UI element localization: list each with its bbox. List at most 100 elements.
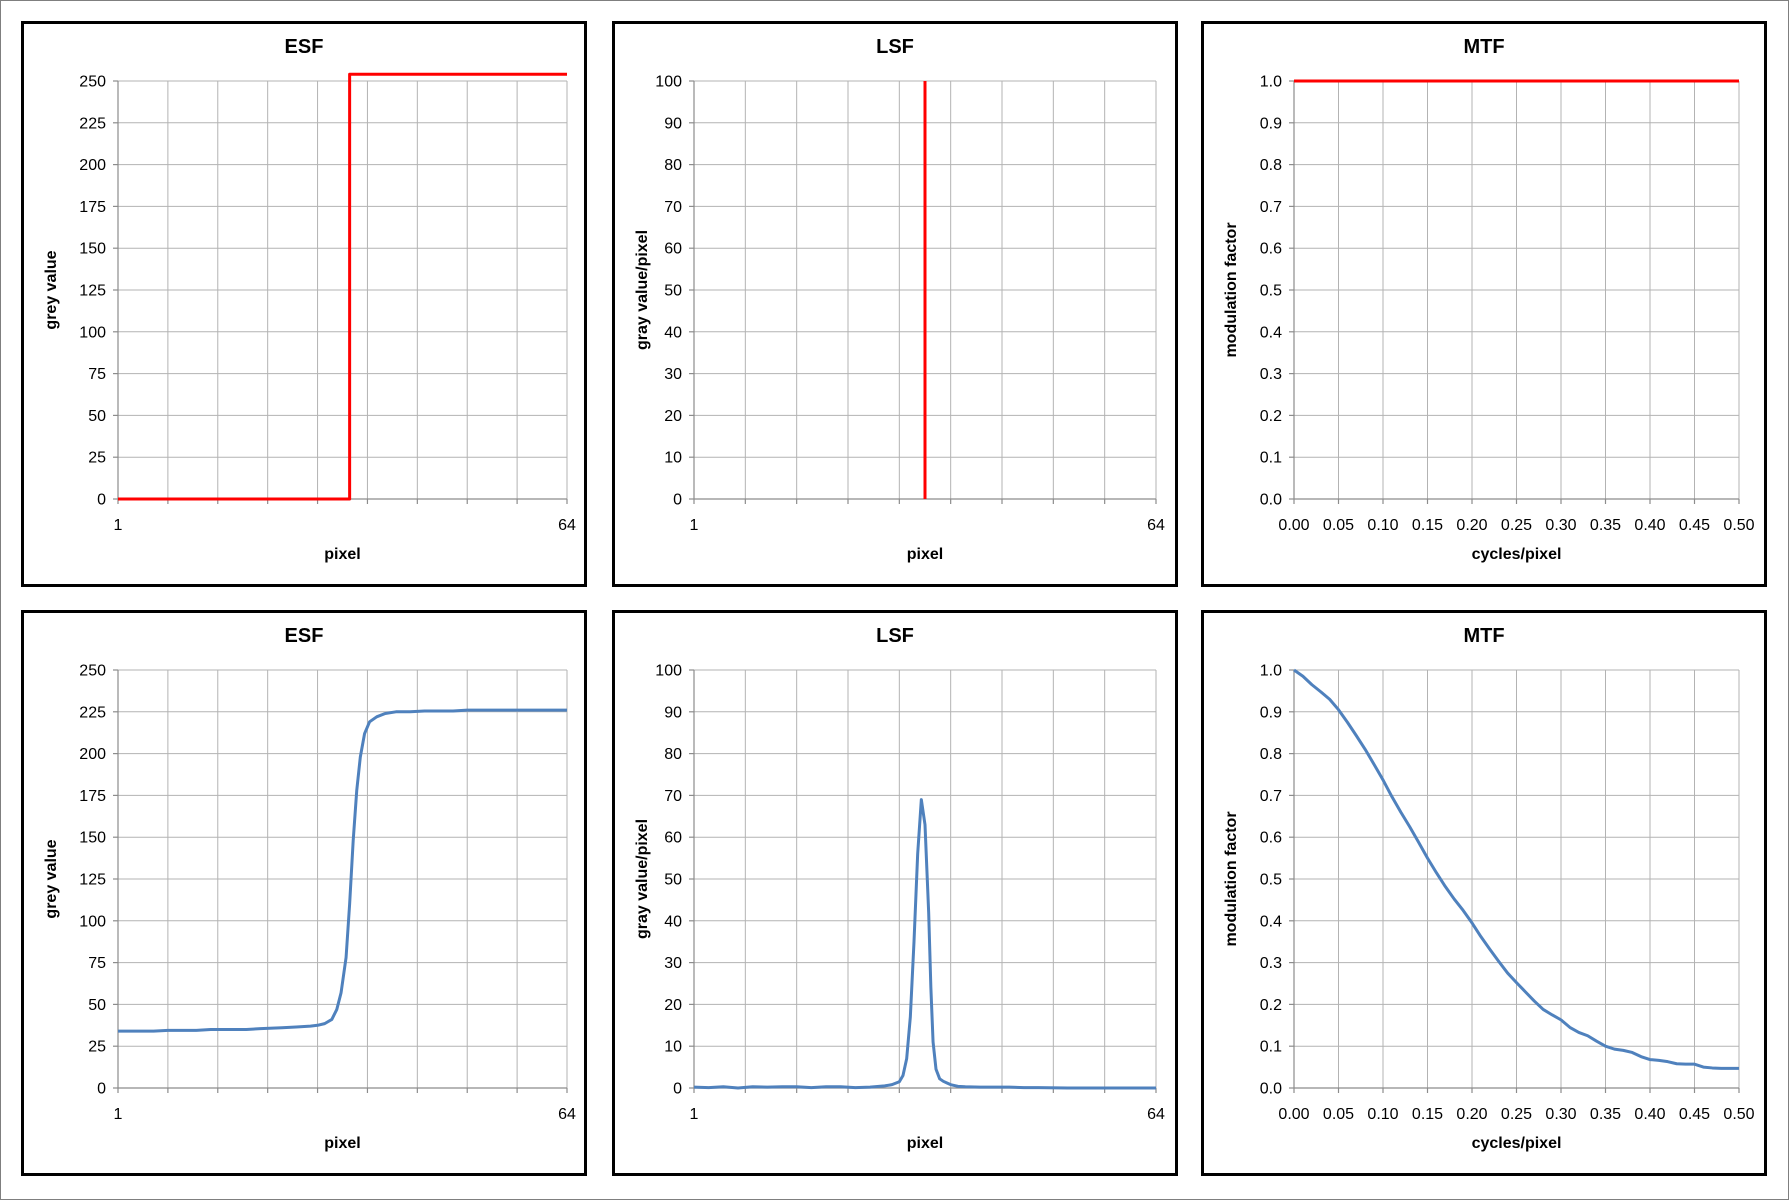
- y-tick-label: 40: [664, 324, 682, 341]
- y-tick-label: 0: [97, 492, 106, 509]
- y-tick-label: 125: [79, 283, 106, 300]
- y-tick-label: 0.7: [1260, 788, 1282, 805]
- y-tick-label: 30: [664, 366, 682, 383]
- y-tick-label: 225: [79, 704, 106, 721]
- x-tick-label: 0.50: [1723, 517, 1754, 534]
- y-tick-label: 25: [88, 450, 106, 467]
- chart-title: LSF: [876, 625, 914, 647]
- y-tick-label: 50: [664, 872, 682, 889]
- x-tick-label: 64: [1147, 517, 1165, 534]
- chart-panel-6: 0.0 0.1 0.2 0.3 0.4 0.5 0.6 0.7 0.8 0.9 1.0 0.00 0.0…: [1201, 610, 1767, 1176]
- y-tick-label: 40: [664, 913, 682, 930]
- x-tick-label: 1: [114, 1106, 123, 1123]
- y-tick-label: 250: [79, 74, 106, 91]
- y-tick-label: 0: [97, 1081, 106, 1098]
- y-tick-label: 50: [88, 997, 106, 1014]
- panel-border: [1201, 610, 1767, 1176]
- x-tick-label: 0.15: [1412, 1106, 1443, 1123]
- y-tick-label: 0.8: [1260, 157, 1282, 174]
- y-tick-label: 0.7: [1260, 199, 1282, 216]
- x-tick-label: 0.40: [1634, 517, 1665, 534]
- x-tick-label: 1: [690, 1106, 699, 1123]
- x-tick-label: 0.25: [1501, 1106, 1532, 1123]
- y-tick-label: 25: [88, 1039, 106, 1056]
- y-axis-label: modulation factor: [1223, 811, 1240, 946]
- x-tick-label: 1: [690, 517, 699, 534]
- x-tick-label: 64: [1147, 1106, 1165, 1123]
- y-tick-label: 200: [79, 746, 106, 763]
- y-tick-label: 80: [664, 157, 682, 174]
- y-tick-label: 60: [664, 241, 682, 258]
- x-tick-label: 1: [114, 517, 123, 534]
- x-axis-label: cycles/pixel: [1472, 546, 1562, 563]
- x-tick-label: 0.50: [1723, 1106, 1754, 1123]
- chart-panel-3: 0.0 0.1 0.2 0.3 0.4 0.5 0.6 0.7 0.8 0.9 1.0 0.00 0.0…: [1201, 21, 1767, 587]
- y-tick-label: 50: [88, 408, 106, 425]
- x-tick-label: 0.15: [1412, 517, 1443, 534]
- y-tick-label: 0.9: [1260, 704, 1282, 721]
- y-tick-label: 0.2: [1260, 997, 1282, 1014]
- y-tick-label: 0.0: [1260, 492, 1282, 509]
- x-tick-label: 64: [558, 1106, 576, 1123]
- y-tick-label: 50: [664, 283, 682, 300]
- y-tick-label: 80: [664, 746, 682, 763]
- y-tick-label: 100: [79, 913, 106, 930]
- y-tick-label: 0.4: [1260, 913, 1282, 930]
- y-tick-label: 75: [88, 366, 106, 383]
- x-tick-label: 0.05: [1323, 1106, 1354, 1123]
- y-tick-label: 70: [664, 199, 682, 216]
- y-tick-label: 0.6: [1260, 241, 1282, 258]
- y-tick-label: 0.0: [1260, 1081, 1282, 1098]
- y-tick-label: 125: [79, 872, 106, 889]
- y-tick-label: 0.8: [1260, 746, 1282, 763]
- x-tick-label: 0.45: [1679, 1106, 1710, 1123]
- y-axis-label: gray value/pixel: [634, 819, 651, 939]
- y-tick-label: 90: [664, 704, 682, 721]
- y-tick-label: 0.5: [1260, 872, 1282, 889]
- panel-border: [21, 610, 587, 1176]
- x-tick-label: 0.10: [1367, 517, 1398, 534]
- chart-title: MTF: [1463, 625, 1504, 647]
- x-tick-label: 0.35: [1590, 517, 1621, 534]
- series-line: [693, 798, 1156, 1090]
- y-tick-label: 0.1: [1260, 1039, 1282, 1056]
- y-tick-label: 0: [673, 492, 682, 509]
- y-tick-label: 200: [79, 157, 106, 174]
- x-axis-label: pixel: [907, 546, 943, 563]
- x-tick-label: 0.20: [1456, 517, 1487, 534]
- y-tick-label: 250: [79, 663, 106, 680]
- y-tick-label: 0: [673, 1081, 682, 1098]
- chart-panel-4: 0 25 50 75 100 125 150 175 200 225 250 1 64 ESF pixel g…: [21, 610, 587, 1176]
- y-tick-label: 10: [664, 1039, 682, 1056]
- y-axis-label: gray value/pixel: [634, 230, 651, 350]
- x-tick-label: 0.40: [1634, 1106, 1665, 1123]
- chart-title: MTF: [1463, 36, 1504, 58]
- y-tick-label: 0.9: [1260, 115, 1282, 132]
- x-tick-label: 0.10: [1367, 1106, 1398, 1123]
- y-axis-label: grey value: [43, 839, 60, 918]
- y-tick-label: 150: [79, 830, 106, 847]
- x-tick-label: 0.35: [1590, 1106, 1621, 1123]
- y-axis-label: modulation factor: [1223, 222, 1240, 357]
- y-tick-label: 10: [664, 450, 682, 467]
- y-tick-label: 60: [664, 830, 682, 847]
- x-axis-label: pixel: [324, 1135, 360, 1152]
- chart-title: ESF: [285, 625, 324, 647]
- panel-border: [612, 21, 1178, 587]
- y-tick-label: 0.1: [1260, 450, 1282, 467]
- y-tick-label: 100: [79, 324, 106, 341]
- series-line: [118, 708, 567, 1033]
- y-axis-label: grey value: [43, 250, 60, 329]
- y-tick-label: 0.4: [1260, 324, 1282, 341]
- y-tick-label: 1.0: [1260, 74, 1282, 91]
- y-tick-label: 75: [88, 955, 106, 972]
- series-line: [118, 72, 567, 501]
- x-axis-label: pixel: [907, 1135, 943, 1152]
- chart-title: LSF: [876, 36, 914, 58]
- y-tick-label: 20: [664, 997, 682, 1014]
- y-tick-label: 0.3: [1260, 366, 1282, 383]
- y-tick-label: 30: [664, 955, 682, 972]
- x-tick-label: 0.20: [1456, 1106, 1487, 1123]
- y-tick-label: 175: [79, 199, 106, 216]
